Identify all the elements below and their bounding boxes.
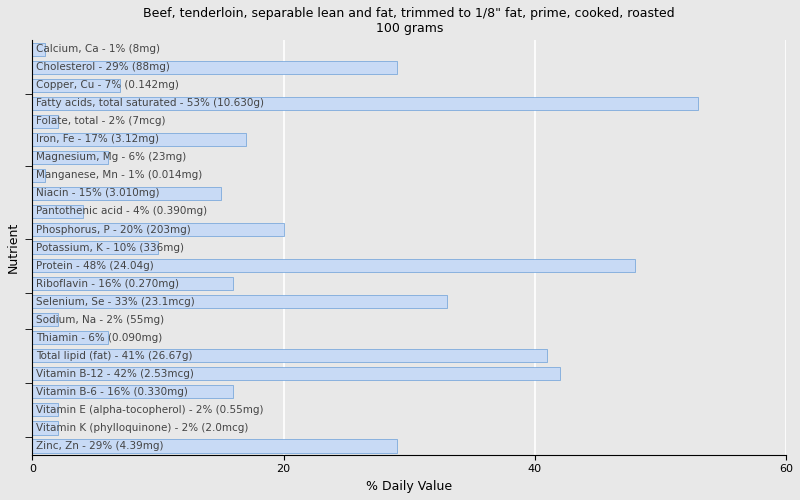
Bar (33, 403, 58, 416)
Text: Folate, total - 2% (7mcg): Folate, total - 2% (7mcg) (36, 116, 166, 126)
Text: Protein - 48% (24.04g): Protein - 48% (24.04g) (36, 260, 154, 270)
Bar (33, 132, 246, 146)
Bar (33, 186, 221, 200)
Bar (33, 295, 447, 308)
Bar (33, 259, 635, 272)
Text: Selenium, Se - 33% (23.1mcg): Selenium, Se - 33% (23.1mcg) (36, 296, 195, 306)
Bar (33, 331, 108, 344)
Text: Manganese, Mn - 1% (0.014mg): Manganese, Mn - 1% (0.014mg) (36, 170, 202, 180)
Text: Fatty acids, total saturated - 53% (10.630g): Fatty acids, total saturated - 53% (10.6… (36, 98, 264, 108)
Bar (33, 222, 284, 236)
Bar (33, 204, 82, 218)
Text: Riboflavin - 16% (0.270mg): Riboflavin - 16% (0.270mg) (36, 278, 179, 288)
Bar (33, 241, 158, 254)
Text: Potassium, K - 10% (336mg): Potassium, K - 10% (336mg) (36, 242, 184, 252)
Bar (33, 114, 58, 128)
Bar (33, 277, 234, 290)
Title: Beef, tenderloin, separable lean and fat, trimmed to 1/8" fat, prime, cooked, ro: Beef, tenderloin, separable lean and fat… (143, 7, 675, 35)
Bar (33, 60, 397, 74)
Text: Vitamin K (phylloquinone) - 2% (2.0mcg): Vitamin K (phylloquinone) - 2% (2.0mcg) (36, 422, 249, 432)
Text: Vitamin B-12 - 42% (2.53mcg): Vitamin B-12 - 42% (2.53mcg) (36, 368, 194, 378)
Bar (33, 385, 234, 398)
Bar (33, 421, 58, 434)
Text: Vitamin E (alpha-tocopherol) - 2% (0.55mg): Vitamin E (alpha-tocopherol) - 2% (0.55m… (36, 404, 264, 414)
Y-axis label: Nutrient: Nutrient (7, 222, 20, 273)
Text: Phosphorus, P - 20% (203mg): Phosphorus, P - 20% (203mg) (36, 224, 191, 234)
Bar (33, 96, 698, 110)
Bar (33, 313, 58, 326)
Bar (33, 42, 45, 56)
Text: Vitamin B-6 - 16% (0.330mg): Vitamin B-6 - 16% (0.330mg) (36, 386, 188, 396)
Bar (33, 78, 120, 92)
Text: Sodium, Na - 2% (55mg): Sodium, Na - 2% (55mg) (36, 314, 164, 324)
Bar (33, 168, 45, 182)
Bar (33, 349, 547, 362)
Text: Total lipid (fat) - 41% (26.67g): Total lipid (fat) - 41% (26.67g) (36, 350, 193, 360)
Text: Iron, Fe - 17% (3.12mg): Iron, Fe - 17% (3.12mg) (36, 134, 159, 144)
Text: Zinc, Zn - 29% (4.39mg): Zinc, Zn - 29% (4.39mg) (36, 441, 164, 451)
X-axis label: % Daily Value: % Daily Value (366, 480, 452, 493)
Bar (33, 439, 397, 452)
Text: Magnesium, Mg - 6% (23mg): Magnesium, Mg - 6% (23mg) (36, 152, 186, 162)
Text: Niacin - 15% (3.010mg): Niacin - 15% (3.010mg) (36, 188, 160, 198)
Bar (33, 150, 108, 164)
Text: Pantothenic acid - 4% (0.390mg): Pantothenic acid - 4% (0.390mg) (36, 206, 207, 216)
Text: Calcium, Ca - 1% (8mg): Calcium, Ca - 1% (8mg) (36, 44, 160, 54)
Bar (33, 367, 560, 380)
Text: Cholesterol - 29% (88mg): Cholesterol - 29% (88mg) (36, 62, 170, 72)
Text: Copper, Cu - 7% (0.142mg): Copper, Cu - 7% (0.142mg) (36, 80, 179, 90)
Text: Thiamin - 6% (0.090mg): Thiamin - 6% (0.090mg) (36, 332, 162, 342)
